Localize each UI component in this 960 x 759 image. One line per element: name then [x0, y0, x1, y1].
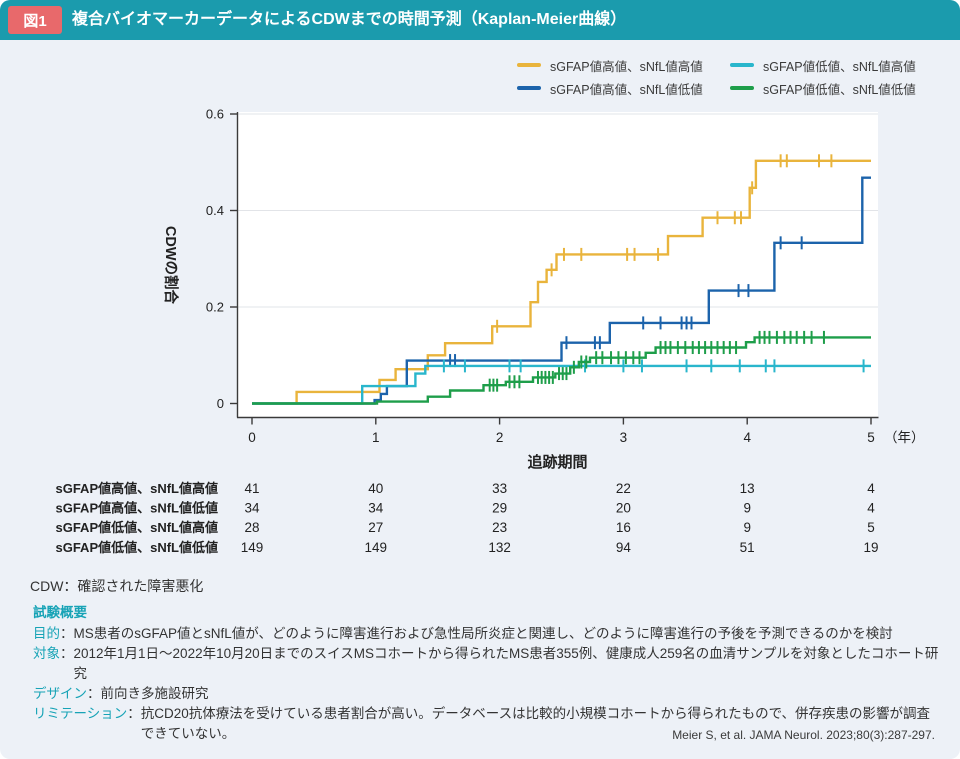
at-risk-count: 23 — [492, 520, 507, 535]
at-risk-row-label: sGFAP値高値、sNfL値高値 — [55, 481, 218, 496]
y-tick-label: 0 — [217, 396, 224, 411]
at-risk-count: 51 — [740, 540, 755, 555]
study-overview-heading: 試験概要 — [33, 605, 87, 620]
legend-item: sGFAP値高値、sNfL値高値 — [517, 58, 730, 74]
x-axis-unit: （年） — [884, 430, 925, 445]
at-risk-count: 4 — [867, 481, 875, 496]
legend-swatch-3 — [730, 86, 754, 90]
overview-item-text: 抗CD20抗体療法を受けている患者割合が高い。データベースは比較的小規模コホート… — [140, 706, 931, 741]
at-risk-count: 28 — [244, 520, 259, 535]
y-tick-label: 0.6 — [206, 107, 224, 122]
at-risk-row-label: sGFAP値高値、sNfL値低値 — [55, 501, 218, 516]
legend-swatch-1 — [730, 63, 754, 67]
at-risk-count: 9 — [743, 501, 751, 516]
y-tick-label: 0.4 — [206, 203, 224, 218]
cdw-definition-note: CDW：確認された障害悪化 — [30, 578, 204, 594]
at-risk-row-label: sGFAP値低値、sNfL値高値 — [55, 520, 218, 535]
at-risk-count: 149 — [241, 540, 264, 555]
at-risk-count: 34 — [244, 501, 260, 516]
x-tick-label: 3 — [620, 430, 628, 445]
at-risk-row-label: sGFAP値低値、sNfL値低値 — [55, 540, 218, 555]
overview-item-colon: ： — [60, 646, 74, 661]
legend-item-label: sGFAP値低値、sNfL値高値 — [763, 59, 916, 74]
legend-item: sGFAP値低値、sNfL値低値 — [730, 81, 916, 97]
study-overview-item: デザイン：前向き多施設研究 — [33, 684, 943, 704]
overview-item-label: リミテーション — [33, 706, 128, 721]
figure-number-badge: 図1 — [8, 6, 62, 34]
at-risk-count: 149 — [365, 540, 388, 555]
overview-item-colon: ： — [60, 626, 74, 641]
x-tick-label: 2 — [496, 430, 504, 445]
x-tick-label: 4 — [743, 430, 751, 445]
x-tick-label: 5 — [867, 430, 875, 445]
legend-swatch-0 — [517, 63, 541, 67]
at-risk-count: 132 — [488, 540, 511, 555]
overview-item-label: 対象 — [33, 646, 60, 661]
legend-item-label: sGFAP値高値、sNfL値高値 — [550, 59, 703, 74]
at-risk-count: 94 — [616, 540, 632, 555]
at-risk-count: 16 — [616, 520, 631, 535]
at-risk-count: 33 — [492, 481, 507, 496]
at-risk-count: 9 — [743, 520, 751, 535]
overview-item-text: 前向き多施設研究 — [100, 686, 209, 701]
figure-title: 複合バイオマーカーデータによるCDWまでの時間予測（Kaplan-Meier曲線… — [72, 11, 627, 28]
legend-item-label: sGFAP値低値、sNfL値低値 — [763, 82, 916, 97]
figure-header: 図1 複合バイオマーカーデータによるCDWまでの時間予測（Kaplan-Meie… — [0, 0, 960, 40]
legend: sGFAP値高値、sNfL値高値 sGFAP値低値、sNfL値高値 sGFAP値高値… — [517, 58, 916, 97]
study-overview: 試験概要 目的： MS患者のsGFAP値とsNfL値が、どのように障害進行および急… — [33, 603, 943, 744]
at-risk-count: 20 — [616, 501, 631, 516]
legend-item: sGFAP値高値、sNfL値低値 — [517, 81, 730, 97]
y-tick-label: 0.2 — [206, 300, 224, 315]
at-risk-count: 40 — [368, 481, 383, 496]
kaplan-meier-chart: 00.20.40.60 1 2 3 4 5 （年）追跡期間CDWの割合sGFAP値高値、sN… — [55, 107, 925, 555]
overview-item-colon: ： — [87, 686, 101, 701]
x-tick-label: 0 — [248, 430, 256, 445]
at-risk-count: 27 — [368, 520, 383, 535]
legend-swatch-2 — [517, 86, 541, 90]
y-axis-title: CDWの割合 — [162, 226, 180, 305]
at-risk-count: 13 — [740, 481, 755, 496]
at-risk-count: 41 — [244, 481, 259, 496]
km-curve-1 — [252, 176, 871, 405]
study-overview-item: 対象： 2012年1月1日～2022年10月20日までのスイスMSコホートから得ら… — [33, 644, 943, 684]
x-tick-label: 1 — [372, 430, 380, 445]
km-curve-0 — [252, 159, 871, 405]
overview-item-text: MS患者のsGFAP値とsNfL値が、どのように障害進行および急性局所炎症と関連… — [73, 626, 893, 641]
legend-item-label: sGFAP値高値、sNfL値低値 — [550, 82, 703, 97]
at-risk-count: 19 — [863, 540, 878, 555]
legend-item: sGFAP値低値、sNfL値高値 — [730, 58, 916, 74]
at-risk-count: 34 — [368, 501, 384, 516]
overview-item-label: デザイン — [33, 686, 87, 701]
study-overview-item: リミテーション：抗CD20抗体療法を受けている患者割合が高い。データベースは比較… — [33, 704, 943, 744]
citation: Meier S, et al. JAMA Neurol. 2023;80(3):… — [672, 728, 935, 742]
at-risk-count: 29 — [492, 501, 507, 516]
at-risk-count: 22 — [616, 481, 631, 496]
at-risk-count: 5 — [867, 520, 875, 535]
at-risk-count: 4 — [867, 501, 875, 516]
overview-item-text: 2012年1月1日～2022年10月20日までのスイスMSコホートから得られたM… — [73, 646, 939, 681]
x-axis-title: 追跡期間 — [527, 453, 587, 471]
overview-item-colon: ： — [127, 706, 141, 721]
study-overview-item: 目的： MS患者のsGFAP値とsNfL値が、どのように障害進行および急性局所炎症… — [33, 624, 943, 644]
km-curve-2 — [252, 364, 871, 405]
study-overview-items: 目的： MS患者のsGFAP値とsNfL値が、どのように障害進行および急性局所炎症… — [33, 624, 943, 744]
overview-item-label: 目的 — [33, 626, 60, 641]
